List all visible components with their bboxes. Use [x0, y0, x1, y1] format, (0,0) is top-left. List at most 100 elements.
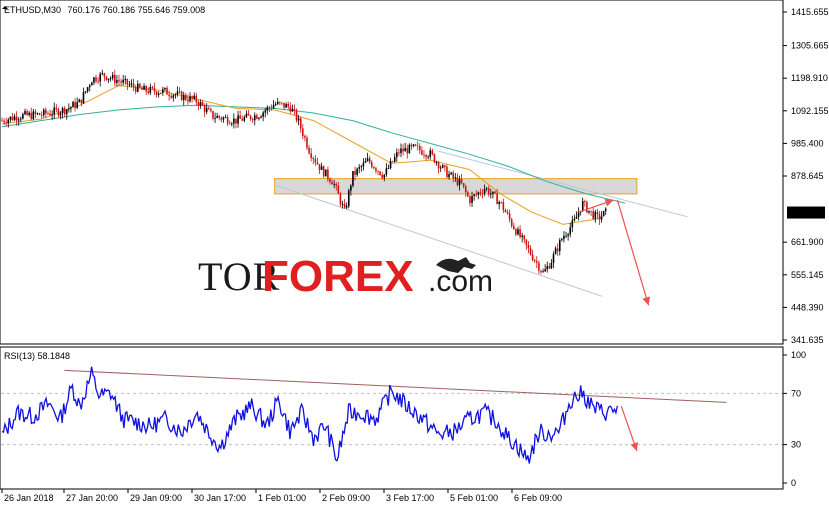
- rsi-tick-label: 30: [791, 440, 801, 450]
- candle: [84, 90, 87, 94]
- candle: [128, 80, 131, 87]
- candle-body: [297, 118, 300, 121]
- candle-body: [233, 118, 235, 124]
- candle: [521, 232, 523, 243]
- candle-body: [429, 150, 432, 157]
- candle-body: [63, 108, 66, 115]
- candle: [584, 199, 586, 207]
- candle-body: [554, 248, 557, 255]
- candle-body: [387, 168, 390, 169]
- candle: [17, 116, 20, 126]
- candle: [600, 211, 603, 223]
- candle-body: [500, 201, 503, 203]
- candle: [88, 83, 91, 92]
- price-label: 1415.655: [791, 7, 829, 17]
- candle-body: [563, 235, 565, 240]
- candle: [464, 184, 467, 197]
- candle-body: [341, 203, 344, 205]
- candle: [542, 268, 544, 273]
- candle-body: [111, 74, 114, 79]
- time-label: 3 Feb 17:00: [386, 493, 434, 503]
- candle-body: [471, 196, 473, 203]
- candle-body: [404, 148, 406, 152]
- candle: [70, 106, 72, 113]
- candle: [350, 184, 352, 196]
- candle-body: [20, 118, 22, 120]
- candle: [561, 237, 563, 242]
- candle: [341, 200, 344, 209]
- candle: [373, 166, 375, 170]
- candle: [393, 153, 396, 163]
- candle: [222, 116, 225, 123]
- candle: [427, 155, 429, 160]
- candle: [320, 162, 323, 170]
- candle-body: [147, 91, 150, 93]
- candle: [391, 160, 394, 163]
- expand-triangle-icon[interactable]: [2, 6, 8, 9]
- candle: [279, 101, 281, 106]
- ma-fast-line: [1, 84, 602, 225]
- candle: [72, 100, 74, 108]
- candle: [205, 103, 208, 115]
- candle: [124, 75, 127, 85]
- candle-body: [220, 117, 223, 120]
- candle-body: [329, 178, 331, 182]
- candle-body: [327, 169, 329, 179]
- time-label: 26 Jan 2018: [4, 493, 54, 503]
- candle-body: [316, 162, 319, 165]
- candle: [212, 110, 214, 121]
- candle: [141, 85, 143, 90]
- candle-body: [437, 162, 440, 169]
- candle-body: [504, 210, 507, 213]
- candle: [506, 209, 509, 215]
- candle-body: [126, 78, 129, 85]
- candle: [441, 164, 444, 169]
- candle-body: [49, 113, 51, 116]
- candle-body: [249, 115, 252, 120]
- candle: [40, 111, 43, 119]
- candle: [82, 87, 85, 105]
- candle: [132, 78, 135, 92]
- candle-body: [182, 94, 185, 101]
- candle: [594, 209, 597, 223]
- candle: [487, 185, 490, 197]
- candle-body: [577, 212, 580, 217]
- candle: [456, 173, 459, 187]
- candle-body: [510, 219, 513, 226]
- candle: [565, 231, 567, 238]
- candle-body: [441, 165, 444, 168]
- candle: [515, 227, 517, 237]
- candle-body: [304, 136, 306, 138]
- logo-part-com: .com: [428, 265, 493, 298]
- candle-body: [276, 101, 279, 105]
- candle-body: [218, 115, 221, 118]
- candle-body: [53, 107, 56, 115]
- candle-body: [145, 85, 147, 92]
- candle-body: [30, 112, 33, 119]
- candle: [241, 115, 244, 121]
- candle: [454, 173, 457, 182]
- candle-body: [377, 171, 379, 172]
- candle: [508, 209, 511, 223]
- candle: [239, 110, 241, 119]
- candle: [214, 112, 216, 123]
- candle: [573, 214, 576, 222]
- forecast-arrow-2: [616, 199, 651, 306]
- trend-channel: [274, 150, 688, 297]
- candle-body: [264, 110, 267, 113]
- candle: [201, 100, 204, 106]
- rsi-levels: [1, 392, 782, 446]
- candle-body: [222, 117, 225, 120]
- time-label: 2 Feb 09:00: [322, 493, 370, 503]
- candle-body: [230, 123, 233, 125]
- candle-body: [604, 208, 607, 211]
- candle-body: [477, 192, 480, 195]
- candle: [352, 171, 354, 188]
- candle-body: [208, 108, 210, 110]
- candle-body: [464, 186, 467, 193]
- candle: [51, 110, 53, 120]
- candle-body: [548, 266, 551, 269]
- candle-body: [481, 193, 484, 195]
- candle-body: [38, 113, 41, 116]
- candle-body: [274, 104, 277, 105]
